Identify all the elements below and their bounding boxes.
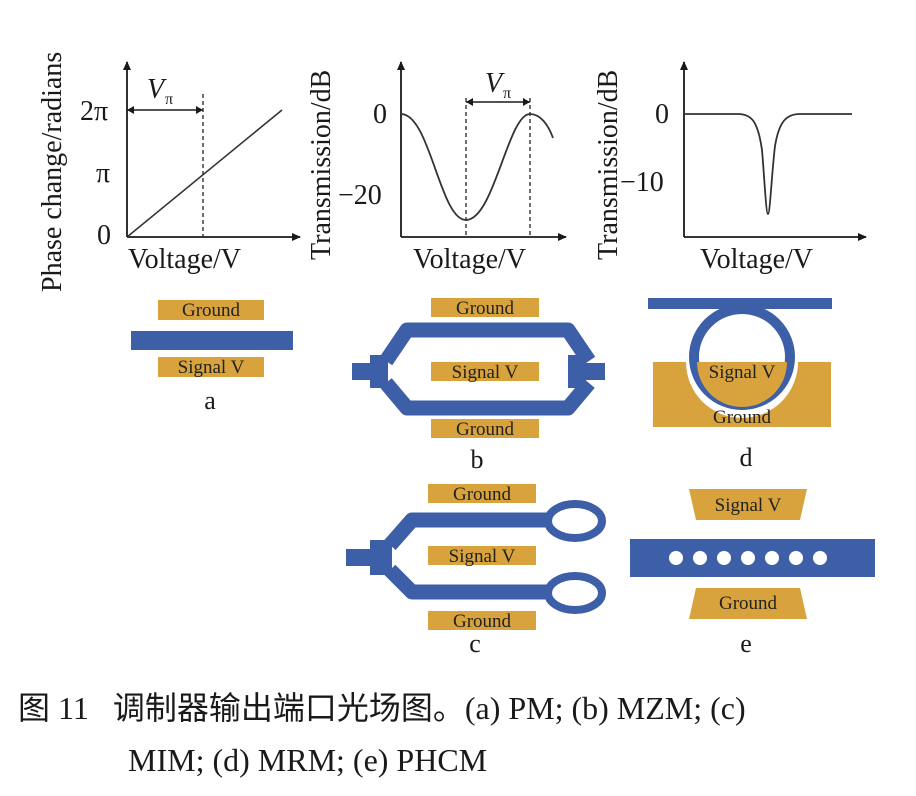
device-d-label: d [740,443,753,472]
device-b-mzm: Ground Signal V Ground b [352,298,605,474]
caption-figure-number: 图 11 [18,690,89,726]
device-e-ground-electrode [689,588,807,619]
device-e-air-holes [669,551,827,565]
mzm-vpi-subscript: π [503,85,511,102]
device-b-ground-top-label: Ground [456,298,515,319]
device-c-ground-bottom [428,611,536,630]
device-d-ground-electrode [653,362,831,427]
device-d-mrm: Signal V Ground d [648,298,832,472]
device-e-phcm: Signal V Ground e [630,489,875,658]
mzm-vpi-label: V [485,68,505,99]
caption-text-line-1: 调制器输出端口光场图。(a) PM; (b) MZM; (c) [112,690,746,726]
device-c-ground-top-label: Ground [453,484,512,505]
device-a-ground-electrode [158,300,264,320]
pm-ytick-pi: π [96,158,110,189]
device-b-ground-bottom-label: Ground [456,419,515,440]
device-d-ground-label: Ground [713,407,772,428]
device-c-ground-bottom-label: Ground [453,611,512,632]
device-e-label: e [740,629,752,658]
device-c-signal-label: Signal V [449,546,516,567]
mzm-ytick-0: 0 [373,99,387,130]
caption-line-1: 图 11 调制器输出端口光场图。(a) PM; (b) MZM; (c) [18,682,908,734]
mzm-y-axis-label: Transmission/dB [306,70,337,260]
mrm-x-axis-label: Voltage/V [700,244,813,275]
pm-phase-line [126,109,283,238]
device-c-mim: Ground Signal V Ground c [346,484,606,658]
mrm-y-axis-label: Transmission/dB [593,70,624,260]
caption-text-line-2: MIM; (d) MRM; (e) PHCM [128,742,488,778]
pm-ytick-0: 0 [97,220,111,251]
pm-vpi-label: V [147,74,167,105]
device-d-signal-electrode [697,362,787,407]
mrm-ytick-0: 0 [655,99,669,130]
pm-y-axis-label: Phase change/radians [37,52,68,292]
device-c-ring-top [544,500,606,542]
device-e-signal-label: Signal V [715,495,782,516]
device-d-bus-waveguide [648,298,832,309]
device-c-ground-top [428,484,536,503]
plot-mrm: 0 −10 Voltage/V Transmission/dB [593,61,867,275]
mzm-x-axis-label: Voltage/V [413,244,526,275]
device-b-signal-label: Signal V [452,362,519,383]
device-c-label: c [469,629,481,658]
figure-caption: 图 11 调制器输出端口光场图。(a) PM; (b) MZM; (c) MIM… [18,682,908,786]
device-b-ground-bottom [431,419,539,438]
pm-ytick-2pi: 2π [80,96,108,127]
device-a-label: a [204,386,216,415]
device-a-signal-electrode [158,357,264,377]
pm-vpi-subscript: π [165,91,173,108]
device-e-ground-label: Ground [719,593,778,614]
device-c-waveguide [384,512,548,600]
device-b-signal-electrode [431,362,539,381]
device-a-ground-label: Ground [182,300,241,321]
device-c-signal-electrode [428,546,536,565]
device-a-pm: Ground Signal V a [131,300,293,415]
mrm-transmission-curve [684,113,852,215]
mrm-ytick-minus10: −10 [620,167,664,198]
pm-x-axis-label: Voltage/V [128,244,241,275]
device-d-signal-label: Signal V [709,362,776,383]
plot-mzm: V π 0 −20 Voltage/V Transmission/dB [306,61,567,275]
caption-line-2: MIM; (d) MRM; (e) PHCM [18,734,908,786]
device-a-waveguide [131,331,293,350]
mzm-ytick-minus20: −20 [338,180,382,211]
device-b-label: b [471,445,484,474]
device-c-ring-bottom [544,572,606,614]
device-a-signal-label: Signal V [178,357,245,378]
device-e-signal-electrode [689,489,807,520]
plot-pm: V π 2π π 0 Voltage/V Phase change/radian… [37,52,301,292]
device-b-ground-top [431,298,539,317]
mzm-transmission-curve [400,113,554,221]
